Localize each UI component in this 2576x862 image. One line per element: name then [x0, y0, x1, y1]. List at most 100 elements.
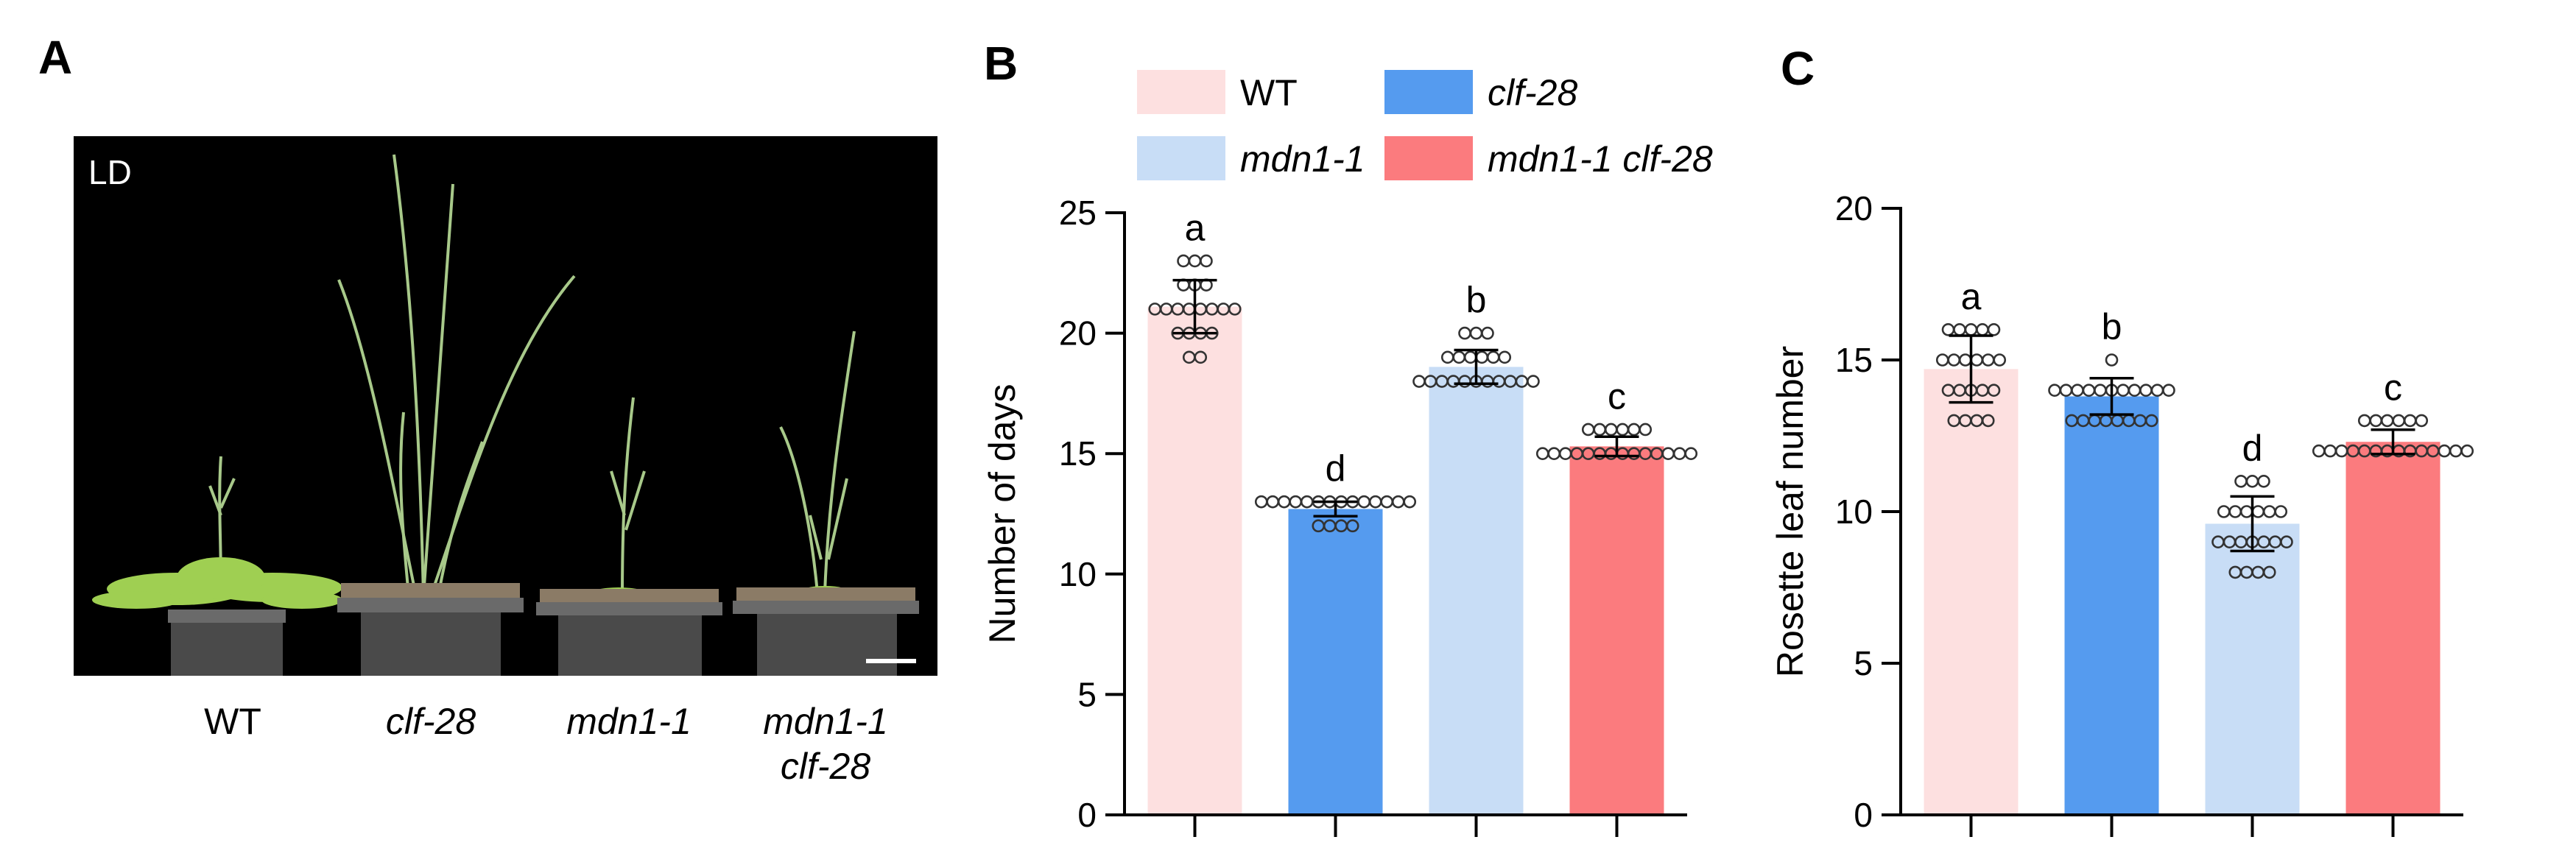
- data-point: [1958, 353, 1972, 367]
- data-point: [2403, 414, 2417, 428]
- data-point: [1277, 495, 1291, 509]
- genotype-label: WT: [204, 701, 261, 742]
- data-point: [1547, 447, 1561, 461]
- data-point: [1391, 495, 1405, 509]
- legend-swatch: [1384, 70, 1473, 114]
- y-tick-label: 5: [1077, 675, 1097, 713]
- data-point: [2262, 505, 2276, 518]
- data-point: [1981, 414, 1995, 428]
- y-tick-label: 25: [1059, 194, 1097, 232]
- data-point: [1935, 353, 1949, 367]
- data-point: [1458, 326, 1471, 340]
- data-point: [2217, 505, 2231, 518]
- data-point: [1194, 350, 1208, 364]
- data-point: [2105, 353, 2119, 367]
- data-point: [1581, 423, 1595, 437]
- plant-mdn1: [536, 397, 722, 676]
- plant-mdn1-clf28: [733, 331, 919, 676]
- data-point: [2380, 414, 2394, 428]
- genotype-label: mdn1-1: [566, 701, 691, 742]
- y-tick-label: 5: [1854, 644, 1873, 682]
- data-point: [1976, 322, 1989, 336]
- data-point: [2048, 384, 2061, 398]
- significance-letter: a: [1185, 207, 1206, 248]
- significance-letter: c: [2384, 367, 2402, 408]
- legend: WT clf-28 mdn1-1 mdn1-1 clf-28: [1137, 70, 1713, 180]
- legend-swatch: [1384, 136, 1473, 180]
- data-point: [1368, 495, 1382, 509]
- significance-letter: d: [1326, 448, 1346, 490]
- data-point: [1535, 447, 1549, 461]
- data-point: [1993, 353, 2007, 367]
- data-point: [1981, 353, 1995, 367]
- bar: [2346, 442, 2440, 815]
- plant-wt: [92, 456, 342, 676]
- data-point: [1593, 423, 1607, 437]
- data-point: [1188, 254, 1202, 268]
- data-point: [2392, 414, 2406, 428]
- data-point: [2144, 414, 2158, 428]
- legend-swatch: [1137, 136, 1225, 180]
- data-point: [1403, 495, 1417, 509]
- data-point: [2071, 384, 2084, 398]
- data-point: [2251, 505, 2265, 518]
- plant-clf28: [337, 154, 576, 676]
- panel-a-letter: A: [38, 31, 72, 84]
- data-point: [1469, 326, 1483, 340]
- data-point: [2262, 565, 2276, 579]
- data-point: [2082, 384, 2096, 398]
- data-point: [2357, 414, 2371, 428]
- legend-label: WT: [1240, 72, 1298, 113]
- data-point: [2094, 384, 2107, 398]
- data-point: [1964, 322, 1978, 336]
- data-point: [2228, 505, 2242, 518]
- data-point: [2369, 414, 2383, 428]
- data-point: [1254, 495, 1268, 509]
- significance-letter: b: [1466, 280, 1487, 321]
- y-tick-label: 0: [1077, 796, 1097, 834]
- genotype-label-line2: clf-28: [781, 746, 870, 787]
- data-point: [2274, 505, 2288, 518]
- legend-label: mdn1-1: [1240, 138, 1365, 180]
- data-point: [2150, 384, 2164, 398]
- data-point: [2257, 474, 2270, 488]
- data-point: [1987, 322, 2001, 336]
- data-point: [1357, 495, 1371, 509]
- data-point: [2334, 444, 2348, 458]
- data-point: [1947, 353, 1961, 367]
- panel-b-letter: B: [984, 37, 1018, 90]
- significance-letter: b: [2102, 306, 2122, 347]
- y-tick-label: 20: [1059, 314, 1097, 353]
- bar: [1569, 446, 1664, 815]
- data-point: [1953, 322, 1966, 336]
- bar: [1429, 367, 1524, 816]
- data-point: [1498, 350, 1512, 364]
- data-point: [1289, 495, 1303, 509]
- data-point: [1941, 322, 1955, 336]
- y-tick-label: 0: [1854, 796, 1873, 834]
- data-point: [1604, 423, 1618, 437]
- data-point: [1672, 447, 1686, 461]
- data-point: [2128, 384, 2142, 398]
- data-point: [2116, 384, 2130, 398]
- data-point: [2239, 505, 2253, 518]
- legend-swatch: [1137, 70, 1225, 114]
- data-point: [2323, 444, 2337, 458]
- data-point: [1481, 326, 1494, 340]
- data-point: [2415, 414, 2429, 428]
- significance-letter: a: [1961, 276, 1982, 317]
- data-point: [1228, 303, 1242, 316]
- bar: [1924, 369, 2019, 815]
- data-point: [1380, 495, 1394, 509]
- legend-label: clf-28: [1488, 72, 1577, 113]
- data-point: [1200, 254, 1213, 268]
- significance-letter: c: [1608, 375, 1626, 417]
- bar: [1147, 306, 1242, 815]
- bar: [2205, 523, 2300, 815]
- genotype-label: clf-28: [386, 701, 476, 742]
- data-point: [1684, 447, 1698, 461]
- data-point: [1345, 519, 1359, 533]
- data-point: [2280, 535, 2293, 549]
